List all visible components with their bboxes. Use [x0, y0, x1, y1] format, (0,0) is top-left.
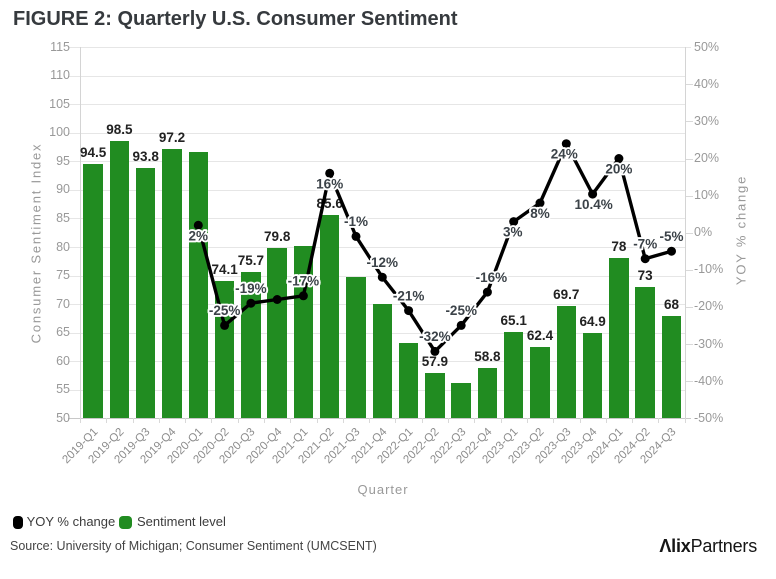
svg-text:-17%: -17% — [288, 274, 320, 289]
svg-text:3%: 3% — [503, 225, 523, 240]
svg-text:-19%: -19% — [235, 281, 267, 296]
svg-text:-1%: -1% — [344, 214, 368, 229]
svg-text:-32%: -32% — [419, 329, 451, 344]
svg-text:24%: 24% — [551, 147, 578, 162]
svg-text:-7%: -7% — [633, 237, 657, 252]
svg-text:-21%: -21% — [393, 288, 425, 303]
svg-text:10.4%: 10.4% — [574, 197, 612, 212]
svg-text:16%: 16% — [316, 176, 343, 191]
svg-text:-16%: -16% — [476, 270, 508, 285]
svg-text:8%: 8% — [530, 206, 550, 221]
svg-text:-25%: -25% — [445, 303, 477, 318]
svg-text:-25%: -25% — [209, 303, 241, 318]
svg-text:20%: 20% — [605, 162, 632, 177]
svg-text:2%: 2% — [189, 228, 209, 243]
svg-text:-12%: -12% — [367, 255, 399, 270]
svg-text:-5%: -5% — [659, 229, 683, 244]
